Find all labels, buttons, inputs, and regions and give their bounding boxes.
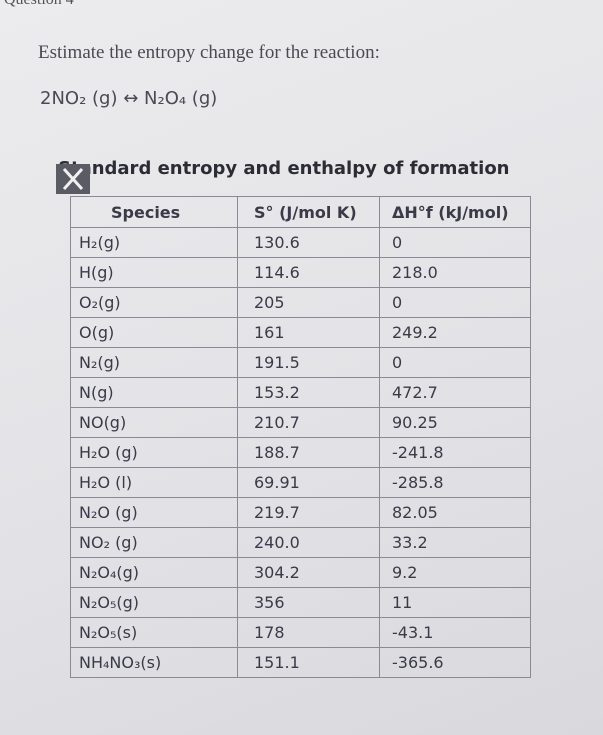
table-cell: NH₄NO₃(s) — [70, 647, 238, 678]
table-cell: N₂O (g) — [70, 497, 238, 528]
column-header: S° (J/mol K) — [237, 196, 380, 228]
table-cell: 130.6 — [237, 227, 380, 258]
table-cell: 356 — [237, 587, 380, 618]
table-row: N₂O (g) 219.7 82.05 — [70, 497, 531, 528]
close-icon[interactable] — [56, 164, 90, 194]
table-row: H₂O (l) 69.91 -285.8 — [70, 467, 531, 498]
table-cell: 0 — [379, 347, 531, 378]
table-cell: 151.1 — [237, 647, 380, 678]
table-cell: N(g) — [70, 377, 238, 408]
table-cell: 205 — [237, 287, 380, 318]
table-cell: 11 — [379, 587, 531, 618]
table-cell: -365.6 — [379, 647, 531, 678]
close-icon-x — [62, 167, 84, 191]
table-cell: H₂O (g) — [70, 437, 238, 468]
table-cell: 191.5 — [237, 347, 380, 378]
table-cell: 33.2 — [379, 527, 531, 558]
column-header: ΔH°f (kJ/mol) — [379, 196, 531, 228]
table-cell: 90.25 — [379, 407, 531, 438]
table-body: H₂(g) 130.6 0 H(g) 114.6 218.0 O₂(g) 205 0 O(g) 16… — [70, 227, 531, 678]
table-cell: 69.91 — [237, 467, 380, 498]
table-cell: H(g) — [70, 257, 238, 288]
table-cell: 249.2 — [379, 317, 531, 348]
table-cell: 82.05 — [379, 497, 531, 528]
table-cell: 304.2 — [237, 557, 380, 588]
table-cell: N₂(g) — [70, 347, 238, 378]
prompt: Estimate the entropy change for the reac… — [38, 42, 380, 63]
table-cell: NO(g) — [70, 407, 238, 438]
table-row: N(g) 153.2 472.7 — [70, 377, 531, 408]
table-cell: 472.7 — [379, 377, 531, 408]
table-row: NH₄NO₃(s) 151.1 -365.6 — [70, 647, 531, 678]
table-cell: 210.7 — [237, 407, 380, 438]
table-cell: O₂(g) — [70, 287, 238, 318]
table-cell: 178 — [237, 617, 380, 648]
table-row: NO(g) 210.7 90.25 — [70, 407, 531, 438]
reaction: 2NO₂ (g) ↔ N₂O₄ (g) — [40, 88, 218, 109]
table-cell: O(g) — [70, 317, 238, 348]
table-cell: 0 — [379, 287, 531, 318]
table-row: N₂O₅(g) 356 11 — [70, 587, 531, 618]
question-heading: Question 4 — [4, 0, 74, 9]
table-row: NO₂ (g) 240.0 33.2 — [70, 527, 531, 558]
table-row: O(g) 161 249.2 — [70, 317, 531, 348]
table-cell: 218.0 — [379, 257, 531, 288]
table-cell: H₂O (l) — [70, 467, 238, 498]
table-row: N₂O₅(s) 178 -43.1 — [70, 617, 531, 648]
table-row: H₂(g) 130.6 0 — [70, 227, 531, 258]
data-table: Species S° (J/mol K) ΔH°f (kJ/mol) H₂(g) 13… — [70, 196, 531, 678]
table-cell: N₂O₄(g) — [70, 557, 238, 588]
table-cell: 114.6 — [237, 257, 380, 288]
table-cell: N₂O₅(s) — [70, 617, 238, 648]
table-row: H₂O (g) 188.7 -241.8 — [70, 437, 531, 468]
table-title: Standard entropy and enthalpy of formati… — [58, 158, 510, 179]
table-cell: -43.1 — [379, 617, 531, 648]
header-row: Species S° (J/mol K) ΔH°f (kJ/mol) — [70, 196, 531, 228]
table-row: N₂(g) 191.5 0 — [70, 347, 531, 378]
table-cell: NO₂ (g) — [70, 527, 238, 558]
table-cell: 240.0 — [237, 527, 380, 558]
table-cell: N₂O₅(g) — [70, 587, 238, 618]
table-cell: 161 — [237, 317, 380, 348]
table-cell: -241.8 — [379, 437, 531, 468]
table-cell: 0 — [379, 227, 531, 258]
table-row: N₂O₄(g) 304.2 9.2 — [70, 557, 531, 588]
table-row: O₂(g) 205 0 — [70, 287, 531, 318]
table-cell: 219.7 — [237, 497, 380, 528]
table-row: H(g) 114.6 218.0 — [70, 257, 531, 288]
table-cell: -285.8 — [379, 467, 531, 498]
table-cell: 188.7 — [237, 437, 380, 468]
table-cell: H₂(g) — [70, 227, 238, 258]
table-cell: 9.2 — [379, 557, 531, 588]
table-cell: 153.2 — [237, 377, 380, 408]
column-header: Species — [70, 196, 238, 228]
